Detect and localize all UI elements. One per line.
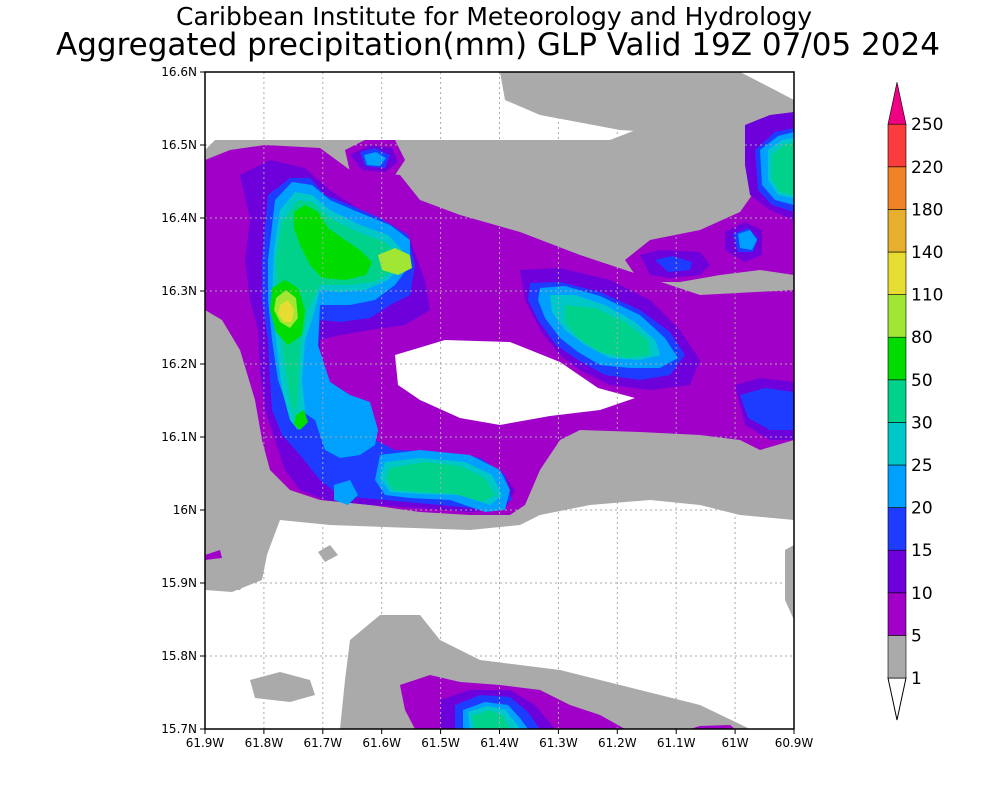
colorbar-label: 25 — [911, 456, 933, 476]
y-tick-label: 16N — [173, 503, 197, 517]
x-tick-label: 61.2W — [598, 736, 637, 750]
y-tick-label: 15.9N — [161, 576, 197, 590]
colorbar-under-triangle — [887, 677, 907, 721]
colorbar-segment — [887, 635, 907, 679]
x-tick-label: 61.7W — [304, 736, 343, 750]
x-tick-label: 61W — [722, 736, 749, 750]
x-tick-label: 61.3W — [539, 736, 578, 750]
chart-subtitle: Aggregated precipitation(mm) GLP Valid 1… — [56, 27, 940, 63]
colorbar-over-triangle — [887, 82, 907, 125]
y-tick-label: 16.1N — [161, 430, 197, 444]
colorbar-label: 15 — [911, 541, 933, 561]
y-tick-label: 15.7N — [161, 722, 197, 736]
y-tick-label: 15.8N — [161, 649, 197, 663]
y-tick-label: 16.3N — [161, 284, 197, 298]
x-tick-label: 61.6W — [362, 736, 401, 750]
map-gridlines — [205, 72, 794, 729]
colorbar-label: 50 — [911, 371, 933, 391]
y-tick-label: 16.5N — [161, 138, 197, 152]
y-tick-label: 16.4N — [161, 211, 197, 225]
colorbar-label: 220 — [911, 158, 943, 178]
precip-level-110 — [278, 300, 294, 322]
x-tick-label: 61.1W — [657, 736, 696, 750]
colorbar-label: 10 — [911, 584, 933, 604]
colorbar-segment — [887, 464, 907, 508]
colorbar-segment — [887, 166, 907, 210]
colorbar-segment — [887, 379, 907, 423]
colorbar-segment — [887, 592, 907, 636]
x-tick-label: 61.5W — [421, 736, 460, 750]
colorbar-segment — [887, 507, 907, 551]
chart-title: Caribbean Institute for Meteorology and … — [176, 2, 812, 31]
x-tick-label: 61.4W — [480, 736, 519, 750]
precipitation-field — [205, 72, 794, 729]
colorbar-label: 180 — [911, 200, 943, 220]
colorbar-segment — [887, 294, 907, 338]
colorbar-segment — [887, 422, 907, 466]
x-tick-label: 61.8W — [245, 736, 284, 750]
colorbar-label: 110 — [911, 286, 943, 306]
colorbar-label: 5 — [911, 626, 922, 646]
y-tick-label: 16.6N — [161, 65, 197, 79]
x-tick-label: 60.9W — [775, 736, 814, 750]
colorbar-segment — [887, 251, 907, 295]
colorbar-label: 140 — [911, 243, 943, 263]
colorbar-segment — [887, 549, 907, 594]
colorbar-segment — [887, 209, 907, 253]
colorbar-label: 30 — [911, 413, 933, 433]
colorbar-label: 1 — [911, 669, 922, 689]
colorbar-label: 80 — [911, 328, 933, 348]
no-precip-gap — [395, 340, 635, 425]
y-tick-label: 16.2N — [161, 357, 197, 371]
x-tick-label: 61.9W — [186, 736, 225, 750]
colorbar-segment — [887, 336, 907, 381]
x-axis: 61.9W 61.8W 61.7W 61.6W 61.5W 61.4W 61.3W 61.2W… — [186, 729, 814, 750]
colorbar-label: 250 — [911, 115, 943, 135]
colorbar-label: 20 — [911, 499, 933, 519]
colorbar-segment — [887, 123, 907, 168]
y-axis: 16.6N 16.5N 16.4N 16.3N 16.2N 16.1N 16N 15.9N 15… — [161, 65, 205, 736]
